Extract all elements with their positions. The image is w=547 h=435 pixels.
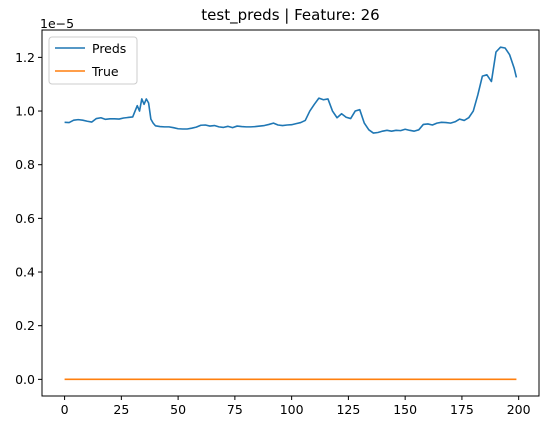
y-offset-text: 1e−5: [40, 16, 74, 31]
y-tick-label: 1.0: [15, 104, 35, 119]
series-layer: [64, 46, 518, 381]
y-tick-label: 0.6: [15, 211, 35, 226]
y-tick-label: 1.2: [15, 50, 35, 65]
y-tick-label: 0.8: [15, 157, 35, 172]
x-tick-label: 75: [227, 402, 243, 417]
series-line-preds: [64, 46, 518, 134]
x-tick-label: 175: [450, 402, 474, 417]
plot-area: [41, 29, 540, 397]
y-axis-ticks: 0.0 0.2 0.4 0.6 0.8 1.0 1.2: [15, 50, 42, 387]
legend-label-preds: Preds: [92, 41, 126, 56]
legend: Preds True: [48, 36, 138, 85]
y-tick-label: 0.4: [15, 265, 35, 280]
x-axis-ticks: 0 25 50 75 100 125 150 175 200: [61, 396, 531, 417]
x-tick-label: 100: [280, 402, 304, 417]
legend-label-true: True: [91, 64, 119, 79]
x-tick-label: 200: [507, 402, 531, 417]
x-tick-label: 0: [61, 402, 69, 417]
x-tick-label: 125: [336, 402, 360, 417]
y-tick-label: 0.2: [15, 318, 35, 333]
y-tick-label: 0.0: [15, 372, 35, 387]
x-tick-label: 25: [113, 402, 129, 417]
chart-title: test_preds | Feature: 26: [201, 6, 379, 25]
x-tick-label: 150: [393, 402, 417, 417]
x-tick-label: 50: [170, 402, 186, 417]
